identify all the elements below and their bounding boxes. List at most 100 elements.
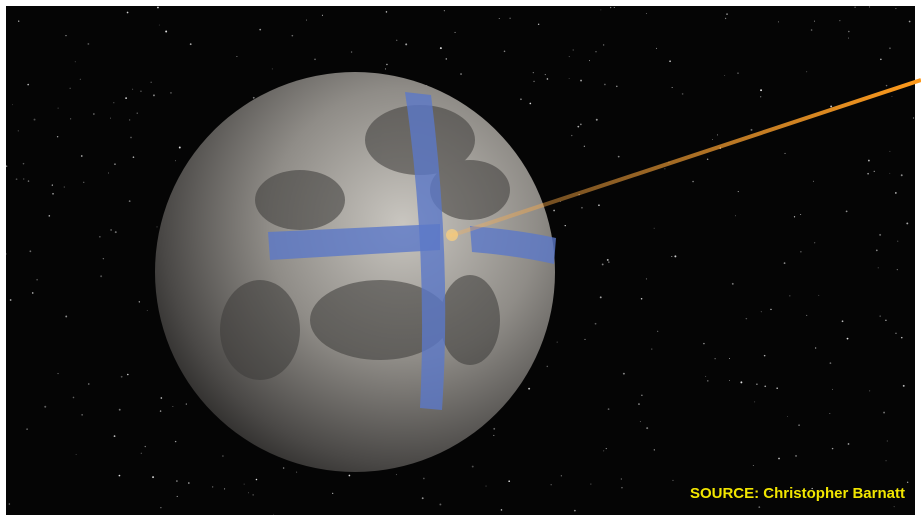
star (52, 184, 53, 185)
star (754, 401, 755, 402)
star (778, 21, 779, 22)
star (170, 92, 172, 94)
star (800, 214, 801, 215)
star (724, 75, 725, 76)
star (887, 441, 888, 442)
star (909, 21, 911, 23)
star (139, 301, 140, 302)
star (36, 279, 38, 281)
star (682, 93, 684, 95)
star (715, 358, 716, 359)
star (533, 72, 534, 73)
star (349, 475, 351, 477)
caption: SOURCE: Christopher Barnatt (690, 485, 905, 502)
star (547, 366, 549, 368)
star (175, 441, 176, 442)
star (351, 51, 352, 52)
star (740, 381, 742, 383)
star (252, 494, 253, 495)
star (886, 460, 887, 461)
star (869, 6, 870, 7)
star (127, 12, 129, 14)
star (190, 43, 192, 45)
star (784, 262, 786, 264)
star (830, 362, 832, 364)
star (847, 338, 849, 340)
star (509, 18, 510, 19)
star (581, 207, 583, 209)
star (846, 211, 848, 213)
star (486, 486, 487, 487)
star (848, 38, 849, 39)
star (848, 31, 850, 33)
star (186, 404, 187, 405)
star (895, 333, 896, 334)
star (99, 236, 101, 238)
star (10, 299, 12, 301)
star (737, 72, 738, 73)
star (147, 310, 148, 311)
star (386, 11, 387, 12)
star (726, 13, 728, 15)
star (753, 465, 754, 466)
moon (155, 72, 555, 472)
laser-source (446, 229, 458, 241)
star (236, 56, 237, 57)
star (34, 119, 36, 121)
star (907, 482, 908, 483)
star (248, 492, 249, 493)
star (641, 395, 642, 396)
star (446, 58, 447, 59)
star (141, 453, 142, 454)
star (396, 40, 397, 41)
star (879, 234, 881, 236)
star (703, 343, 704, 344)
star (897, 241, 898, 242)
star (569, 56, 570, 57)
star (705, 376, 706, 377)
star (717, 134, 718, 135)
star (551, 484, 552, 485)
star (156, 226, 157, 227)
star (735, 215, 736, 216)
star (623, 373, 625, 375)
star (6, 165, 8, 167)
star (895, 192, 897, 194)
star (224, 488, 225, 489)
star (153, 94, 155, 96)
star (119, 475, 121, 477)
star (530, 103, 532, 105)
star (598, 204, 600, 206)
star (764, 386, 766, 388)
star (640, 421, 641, 422)
star (87, 43, 89, 45)
star (18, 130, 19, 131)
star (707, 380, 709, 382)
star (889, 173, 890, 174)
star (646, 278, 647, 279)
star (23, 179, 24, 180)
star (901, 337, 903, 339)
star (595, 51, 596, 52)
star (876, 249, 878, 251)
star (800, 251, 802, 253)
star (520, 98, 522, 100)
star (273, 514, 274, 515)
star (125, 97, 127, 99)
star (621, 487, 622, 488)
star (868, 160, 870, 162)
star (504, 50, 506, 52)
star (83, 182, 84, 183)
star (27, 84, 29, 86)
star (259, 29, 261, 31)
star (444, 10, 445, 11)
star (165, 31, 167, 33)
star (894, 506, 895, 507)
star (177, 496, 178, 497)
star (547, 78, 549, 80)
star (813, 181, 814, 182)
star (212, 486, 213, 487)
star (64, 186, 65, 187)
star (756, 384, 757, 385)
star (638, 403, 640, 405)
